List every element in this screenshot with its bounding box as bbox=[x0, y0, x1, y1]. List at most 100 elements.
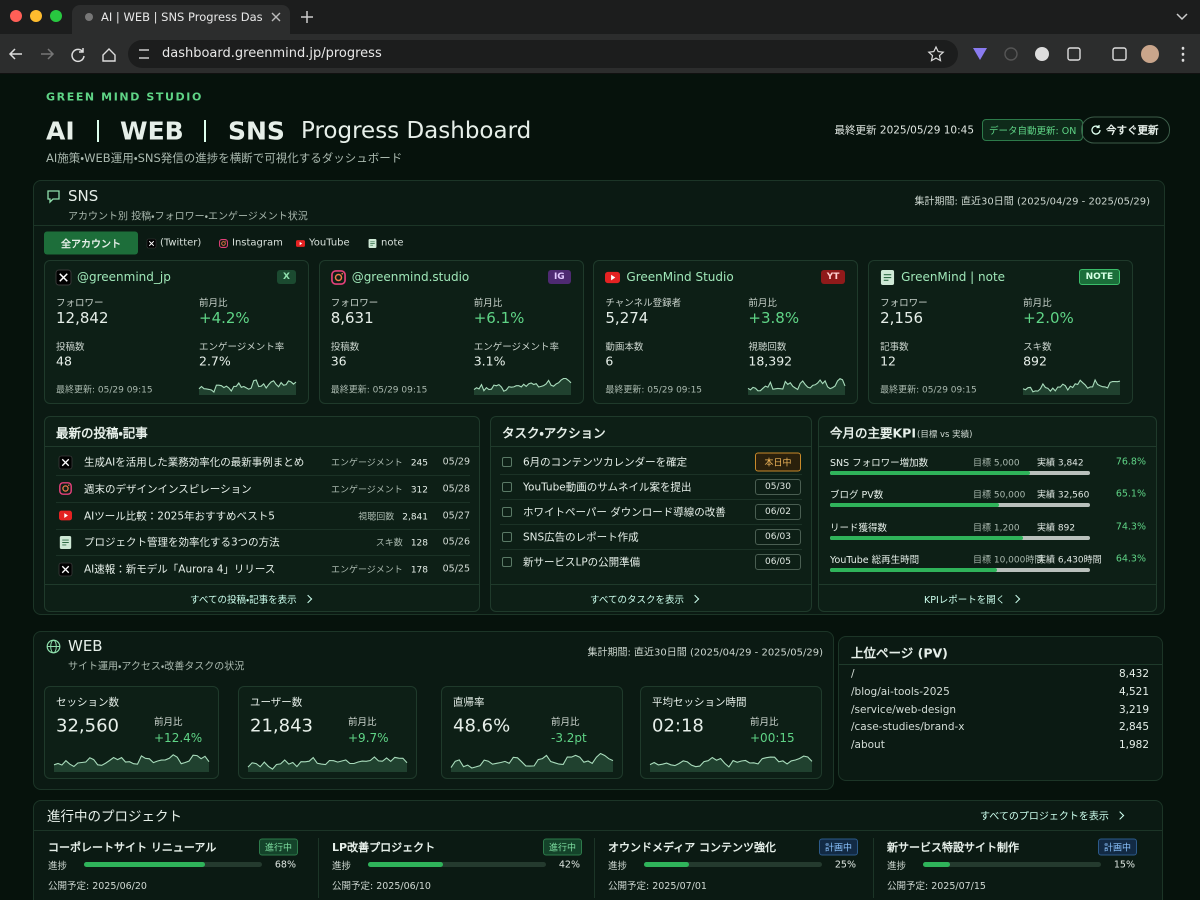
zoom-dot[interactable] bbox=[50, 10, 62, 22]
back[interactable] bbox=[8, 48, 22, 60]
divider bbox=[34, 225, 1164, 226]
shape bbox=[473, 377, 572, 392]
browser-tab[interactable] bbox=[72, 5, 290, 34]
metric-value: 2.7% bbox=[199, 353, 231, 369]
metric-label: チャンネル登録者 bbox=[605, 298, 682, 309]
panel-link[interactable]: すべてのプロジェクトを表示 bbox=[980, 808, 1125, 823]
account-name: @greenmind_jp bbox=[77, 270, 171, 284]
shape bbox=[62, 539, 69, 546]
shape bbox=[341, 272, 343, 275]
side-panel[interactable] bbox=[1112, 47, 1127, 61]
shape bbox=[883, 273, 892, 281]
page-views: 4,521 bbox=[1118, 685, 1149, 698]
tab-close[interactable] bbox=[271, 12, 281, 22]
address-bar[interactable] bbox=[128, 40, 958, 68]
minimize-dot[interactable] bbox=[30, 10, 42, 22]
tab-menu[interactable] bbox=[1176, 13, 1188, 21]
account-badge: IG bbox=[547, 270, 571, 284]
panel-link[interactable]: すべての投稿・記事を表示 bbox=[190, 592, 312, 606]
kpi-actual: 実績 892 bbox=[1037, 523, 1076, 534]
checkbox[interactable] bbox=[502, 482, 512, 492]
kpi-bar bbox=[830, 503, 1000, 508]
updated: 最終更新: 05/29 09:15 bbox=[330, 385, 428, 396]
release-date: 公開予定: 2025/06/20 bbox=[48, 881, 147, 892]
sparkline bbox=[53, 754, 210, 772]
shape bbox=[58, 562, 73, 577]
extension-1[interactable] bbox=[973, 48, 987, 60]
shape bbox=[221, 240, 226, 246]
chevron bbox=[1115, 811, 1125, 820]
shape bbox=[61, 565, 70, 573]
refresh-button[interactable]: 今すぐ更新 bbox=[1081, 116, 1170, 144]
post-metric: 視聴回数 2,841 bbox=[358, 509, 428, 522]
tab-active[interactable]: 全アカウント bbox=[44, 231, 138, 255]
due-badge: 本日中 bbox=[755, 452, 801, 472]
column-divider bbox=[594, 838, 595, 898]
profile[interactable] bbox=[1141, 45, 1159, 63]
chevron bbox=[303, 594, 312, 604]
top-pages-panel bbox=[838, 636, 1163, 781]
checkbox[interactable] bbox=[502, 532, 512, 542]
checkbox[interactable] bbox=[502, 557, 512, 567]
kpi-actual: 実績 6,430時間 bbox=[1037, 555, 1102, 566]
metric-label: 動画本数 bbox=[605, 342, 644, 353]
tab[interactable]: note bbox=[381, 237, 404, 249]
kpi-actual: 実績 32,560 bbox=[1037, 490, 1090, 501]
shape bbox=[58, 455, 73, 469]
kpi-target: 目標 10,000時間 bbox=[973, 555, 1044, 566]
tab[interactable]: (Twitter) bbox=[160, 237, 202, 249]
bookmark[interactable] bbox=[927, 45, 945, 62]
platform-icon bbox=[59, 535, 72, 549]
shape bbox=[198, 379, 297, 394]
delta: +12.4% bbox=[154, 731, 203, 745]
forward[interactable] bbox=[41, 48, 55, 60]
sparkline bbox=[450, 752, 614, 772]
metric-value: 128 bbox=[410, 538, 428, 549]
title-part: WEB bbox=[120, 116, 184, 146]
home[interactable] bbox=[102, 48, 116, 62]
extension-2[interactable] bbox=[1004, 47, 1018, 61]
tab[interactable]: Instagram bbox=[232, 237, 283, 249]
project-name: LP改善プロジェクト bbox=[332, 841, 436, 854]
project-name: 新サービス特設サイト制作 bbox=[887, 841, 1019, 854]
section-title: 進行中のプロジェクト bbox=[47, 809, 182, 825]
tab-title: AI | WEB | SNS Progress Dashboard bbox=[101, 10, 263, 24]
metric-label: 視聴回数 bbox=[358, 512, 395, 523]
kpi-name: SNS フォロワー増加数 bbox=[830, 458, 929, 469]
checkbox[interactable] bbox=[502, 457, 512, 467]
close-dot[interactable] bbox=[10, 10, 22, 22]
metric-value: +6.1% bbox=[473, 309, 525, 327]
site-info[interactable] bbox=[139, 49, 149, 59]
shape bbox=[605, 271, 621, 283]
progress-bar bbox=[84, 862, 206, 867]
metric-label: スキ数 bbox=[375, 538, 403, 549]
reload[interactable] bbox=[71, 48, 85, 63]
shape bbox=[64, 513, 68, 519]
checkbox[interactable] bbox=[502, 507, 512, 517]
extension-3[interactable] bbox=[1035, 47, 1049, 61]
delta: -3.2pt bbox=[551, 731, 587, 745]
metric-value: 2,841 bbox=[402, 512, 428, 523]
new-tab[interactable] bbox=[301, 11, 313, 23]
metric-value: +4.2% bbox=[199, 309, 250, 327]
shape bbox=[199, 380, 296, 395]
metric-label: エンゲージメント bbox=[330, 458, 403, 469]
card-note: (目標 vs 実績) bbox=[917, 430, 973, 440]
metric-label: エンゲージメント bbox=[330, 485, 403, 496]
progress-track bbox=[644, 862, 822, 867]
panel-link[interactable]: すべてのタスクを表示 bbox=[590, 592, 700, 606]
shape bbox=[451, 753, 613, 772]
tab[interactable]: YouTube bbox=[309, 237, 350, 249]
metric-label: エンゲージメント率 bbox=[199, 342, 285, 353]
shape bbox=[473, 378, 571, 395]
account-card bbox=[44, 260, 309, 404]
progress-label: 進捗 bbox=[608, 861, 628, 872]
account-name: GreenMind | note bbox=[901, 270, 1006, 284]
account-badge: NOTE bbox=[1078, 269, 1121, 285]
extensions[interactable] bbox=[1067, 47, 1081, 61]
shape bbox=[59, 510, 72, 521]
project-name: オウンドメディア コンテンツ強化 bbox=[608, 841, 777, 854]
panel-link[interactable]: KPIレポートを開く bbox=[924, 592, 1021, 606]
favicon bbox=[85, 13, 93, 21]
